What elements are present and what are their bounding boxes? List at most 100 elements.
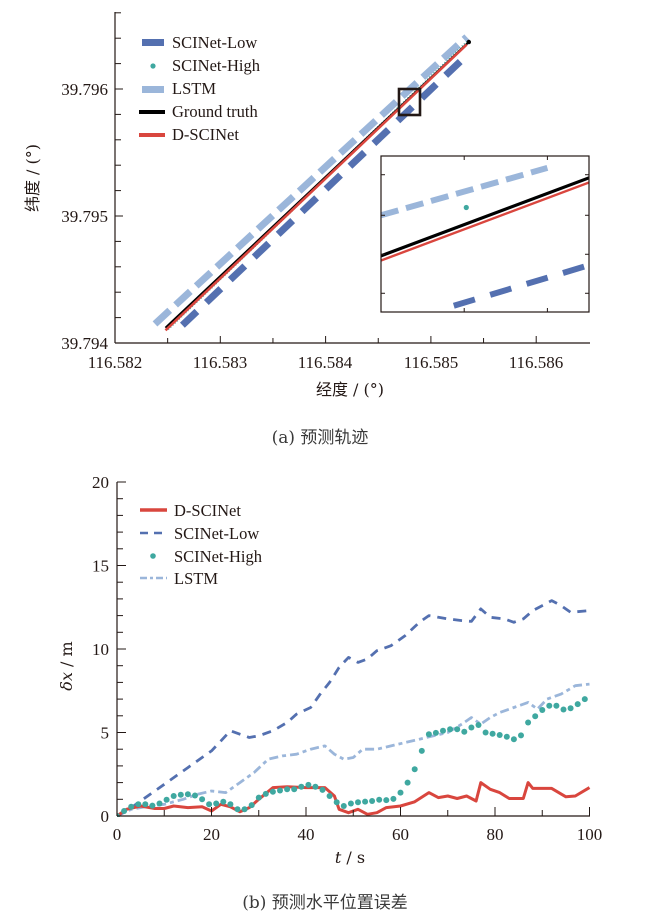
- y-axis-var: δx: [57, 672, 76, 691]
- series-d-scinet: [117, 781, 591, 817]
- data-point: [248, 802, 255, 809]
- legend-swatch-scinet-high: [150, 63, 156, 69]
- data-point: [475, 722, 482, 728]
- data-point: [142, 801, 149, 808]
- data-point: [369, 798, 376, 804]
- data-point: [291, 786, 298, 793]
- data-point: [135, 801, 142, 808]
- x-tick-label: 116.585: [404, 353, 459, 372]
- data-point: [163, 796, 170, 803]
- x-tick-label: 100: [577, 825, 603, 844]
- x-tick-label: 116.584: [298, 353, 353, 372]
- data-point: [170, 793, 177, 799]
- data-point: [574, 701, 581, 708]
- data-point: [397, 789, 404, 796]
- x-axis-var: t: [335, 848, 342, 867]
- data-point: [447, 726, 454, 733]
- data-point: [390, 795, 397, 802]
- x-tick-label: 40: [298, 825, 315, 844]
- inset-series-ground-truth: [381, 176, 589, 258]
- y-tick-label: 20: [92, 473, 109, 492]
- data-point: [525, 719, 532, 726]
- series-scinet-high: [117, 696, 588, 817]
- data-point: [362, 798, 369, 805]
- inset-series-scinet-high: [463, 204, 469, 211]
- legend-label: LSTM: [174, 569, 218, 588]
- x-axis-title: t / s: [335, 848, 365, 867]
- zoom-region-box: [397, 87, 422, 117]
- legend-label: D-SCINet: [174, 501, 241, 520]
- y-axis-title: 纬度 / (°): [23, 144, 42, 212]
- y-axis-title: δx / m: [57, 641, 76, 690]
- data-point: [220, 798, 227, 805]
- data-point: [227, 801, 234, 808]
- data-point: [206, 801, 213, 808]
- data-point: [333, 799, 340, 806]
- data-point: [539, 707, 546, 713]
- legend-label: SCINet-High: [174, 547, 263, 566]
- inset-series-lstm: [381, 164, 549, 219]
- data-point: [199, 796, 206, 803]
- legend: SCINet-Low SCINet-High LSTM Ground truth…: [139, 33, 261, 144]
- data-point: [192, 792, 198, 799]
- data-point: [326, 793, 333, 799]
- data-point: [468, 724, 475, 731]
- data-point: [560, 706, 567, 713]
- legend-label: D-SCINet: [172, 125, 239, 144]
- ground-truth-end-point: [466, 39, 472, 45]
- data-point: [340, 803, 347, 809]
- data-point: [277, 787, 283, 794]
- data-point: [376, 796, 383, 803]
- data-point: [518, 732, 524, 739]
- legend-label: LSTM: [172, 79, 216, 98]
- data-point: [532, 713, 539, 720]
- data-point: [234, 806, 241, 813]
- data-point: [149, 802, 156, 809]
- legend-label: SCINet-Low: [172, 33, 257, 52]
- inset-series-d-scinet: [381, 181, 589, 262]
- data-point: [418, 747, 425, 754]
- x-tick-label: 116.586: [509, 353, 564, 372]
- data-point: [581, 696, 588, 703]
- trajectory-plot: 39.794 39.795 39.796 116.582 116.583 116…: [23, 12, 590, 448]
- data-point: [305, 781, 312, 788]
- legend-label: Ground truth: [172, 102, 258, 121]
- error-plot: 0 20 40 60 80 100 0 5 10 15 20 t / s δx / m D-SCIN…: [57, 473, 602, 913]
- data-point: [269, 788, 276, 795]
- data-point: [454, 726, 461, 733]
- data-point: [553, 702, 560, 709]
- y-tick-label: 39.796: [61, 80, 108, 99]
- legend-label: SCINet-Low: [174, 524, 259, 543]
- data-point: [461, 728, 468, 735]
- data-point: [241, 806, 248, 813]
- data-point: [432, 729, 439, 736]
- x-axis-unit: / s: [341, 848, 365, 867]
- data-point: [489, 730, 496, 737]
- data-point: [213, 800, 220, 807]
- caption-a: (a) 预测轨迹: [272, 428, 369, 448]
- x-tick-label: 20: [203, 825, 220, 844]
- x-tick-label: 0: [113, 825, 122, 844]
- legend-label: SCINet-High: [172, 56, 261, 75]
- data-point: [355, 799, 361, 806]
- legend-swatch-ground-truth: [139, 110, 165, 114]
- y-tick-label: 5: [101, 724, 110, 743]
- data-point: [404, 779, 411, 786]
- series-lstm: [117, 682, 590, 817]
- series-scinet-low: [117, 599, 590, 817]
- data-point: [319, 786, 326, 793]
- x-axis-title: 经度 / (°): [316, 380, 384, 399]
- data-point: [510, 736, 517, 743]
- data-point: [482, 729, 489, 736]
- data-point: [284, 786, 291, 793]
- data-point: [255, 794, 262, 801]
- y-tick-label: 10: [92, 640, 109, 659]
- data-point: [177, 791, 184, 798]
- y-tick-label: 0: [101, 807, 110, 826]
- data-point: [567, 705, 574, 712]
- legend-swatch-d-scinet: [139, 133, 165, 137]
- data-point: [425, 731, 432, 738]
- y-tick-label: 39.795: [61, 207, 108, 226]
- data-point: [298, 783, 305, 790]
